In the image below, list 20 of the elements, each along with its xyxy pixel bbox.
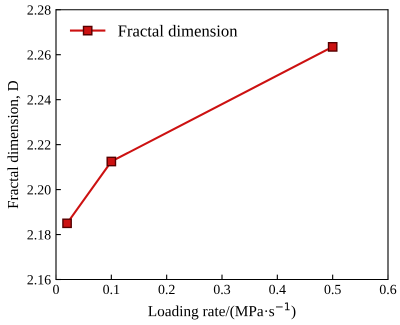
y-tick-label: 2.24 (27, 95, 51, 105)
y-tick-label: 2.28 (27, 5, 51, 15)
x-tick-label: 0.3 (214, 284, 230, 294)
point (328, 42, 338, 52)
x-axis-title: Loading rate/(MPa·s$^{−1}$) (148, 302, 296, 320)
y-tick-label: 2.26 (27, 50, 51, 60)
x-tick-label: 0 (53, 284, 59, 294)
x-tick-label: 0.5 (324, 284, 341, 294)
y-tick-label: 2.16 (27, 275, 51, 285)
y-tick-label: 2.22 (27, 140, 50, 150)
y-tick-label: 2.20 (27, 185, 51, 195)
y-axis-title: Fractal dimension, D (7, 80, 20, 208)
legend-label: Fractal dimension (118, 24, 238, 37)
point (106, 156, 116, 166)
x-tick-label: 0.6 (380, 284, 396, 294)
x-tick-label: 0.4 (269, 284, 286, 294)
x-tick-label: 0.2 (158, 284, 175, 294)
y-tick-label: 2.18 (27, 230, 51, 240)
point (62, 218, 72, 228)
x-tick-label: 0.1 (103, 284, 120, 294)
